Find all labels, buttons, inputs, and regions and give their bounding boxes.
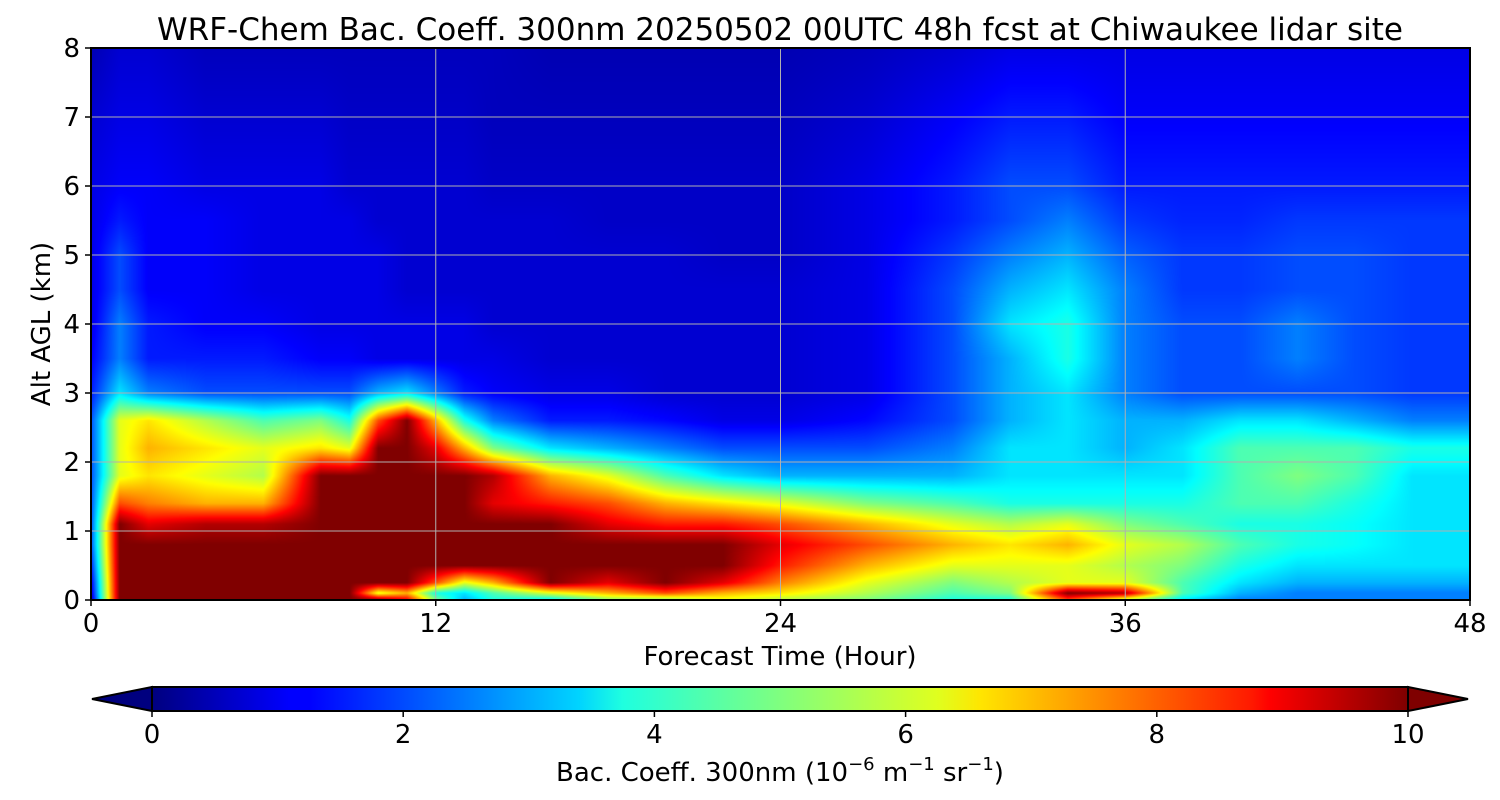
y-tick-label: 2 — [63, 448, 80, 478]
y-tick-label: 8 — [63, 34, 80, 64]
colorbar: 0 2 4 6 8 10 Bac. Coeff. 300nm (10−6 m−1 sr−1… — [91, 685, 1469, 788]
colorbar-label: Bac. Coeff. 300nm (10−6 m−1 sr−1) — [556, 754, 1004, 788]
y-tick-label: 1 — [63, 517, 80, 547]
y-axis-label: Alt AGL (km) — [27, 242, 57, 406]
y-tick-label: 3 — [63, 379, 80, 409]
chart-title: WRF-Chem Bac. Coeff. 300nm 20250502 00UT… — [157, 12, 1403, 48]
colorbar-label-exp3: −1 — [967, 754, 994, 775]
colorbar-tick-label: 0 — [144, 720, 161, 750]
colorbar-label-mid: m — [875, 758, 909, 788]
colorbar-label-exp1: −6 — [848, 754, 875, 775]
y-tick-label: 0 — [63, 586, 80, 616]
y-axis: 0 1 2 3 4 5 6 7 8 — [63, 34, 91, 616]
colorbar-extend-high — [1407, 685, 1469, 713]
x-tick-label: 0 — [83, 609, 100, 639]
y-tick-label: 5 — [63, 241, 80, 271]
colorbar-tick-label: 8 — [1149, 720, 1166, 750]
y-tick-label: 4 — [63, 310, 80, 340]
colorbar-label-mid2: sr — [935, 758, 968, 788]
colorbar-tick-label: 6 — [897, 720, 914, 750]
colorbar-label-end: ) — [994, 758, 1004, 788]
x-tick-label: 12 — [419, 609, 452, 639]
y-tick-label: 6 — [63, 172, 80, 202]
x-tick-label: 48 — [1453, 609, 1486, 639]
colorbar-ticks: 0 2 4 6 8 10 — [144, 711, 1425, 750]
x-axis-label: Forecast Time (Hour) — [643, 642, 916, 672]
y-tick-label: 7 — [63, 103, 80, 133]
x-axis: 0 12 24 36 48 — [83, 600, 1487, 639]
plot-area — [90, 47, 1471, 601]
x-tick-label: 24 — [764, 609, 797, 639]
x-tick-label: 36 — [1109, 609, 1142, 639]
colorbar-tick-label: 4 — [646, 720, 663, 750]
colorbar-label-exp2: −1 — [908, 754, 935, 775]
colorbar-tick-label: 10 — [1391, 720, 1424, 750]
colorbar-tick-label: 2 — [395, 720, 412, 750]
colorbar-gradient — [151, 686, 1409, 712]
colorbar-label-main: Bac. Coeff. 300nm (10 — [556, 758, 848, 788]
colorbar-extend-low — [91, 685, 153, 713]
